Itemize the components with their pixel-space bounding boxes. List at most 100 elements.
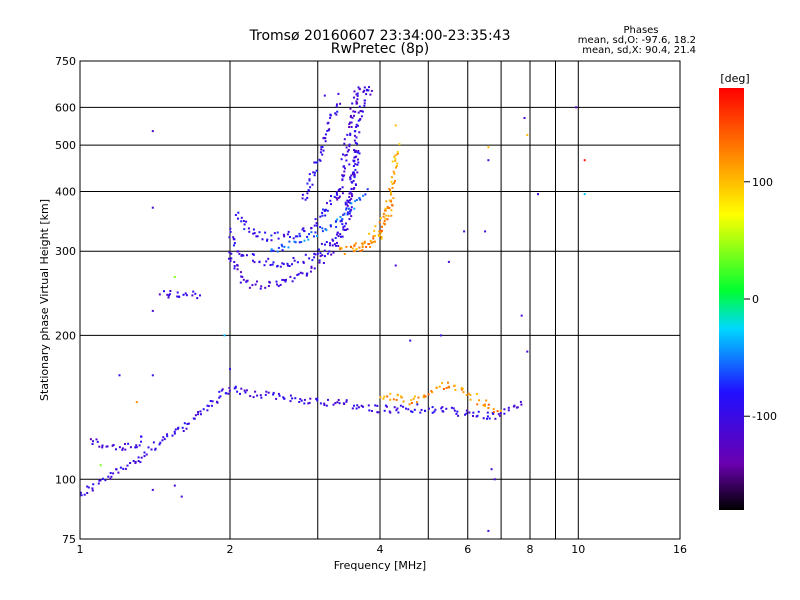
data-point: [355, 155, 358, 158]
x-tick-label: 4: [377, 543, 384, 556]
data-point: [348, 192, 351, 195]
data-point: [325, 229, 328, 232]
data-point: [321, 214, 324, 217]
y-tick-label: 300: [55, 245, 76, 258]
data-point: [234, 214, 237, 216]
data-point: [355, 184, 357, 186]
data-point: [441, 406, 444, 409]
data-point: [353, 139, 356, 142]
data-point: [219, 395, 222, 398]
data-point: [348, 126, 351, 128]
data-point: [300, 241, 303, 243]
data-point: [350, 115, 352, 117]
data-point: [389, 398, 392, 401]
data-point: [191, 294, 194, 297]
data-point: [353, 96, 355, 99]
data-point: [134, 461, 137, 463]
data-point: [359, 110, 362, 113]
data-point: [134, 446, 137, 449]
data-point: [264, 393, 267, 396]
data-point: [475, 393, 478, 395]
data-point: [166, 293, 169, 296]
data-point: [324, 243, 326, 246]
data-point: [339, 248, 342, 250]
data-point: [245, 389, 248, 392]
data-point: [261, 238, 264, 241]
data-point: [228, 386, 231, 389]
data-point: [385, 214, 388, 217]
data-point: [240, 220, 243, 223]
data-point: [305, 274, 308, 277]
data-point: [315, 222, 318, 225]
data-point: [365, 246, 368, 248]
data-point: [343, 213, 346, 216]
data-point: [472, 415, 474, 417]
data-point: [339, 235, 342, 238]
y-tick-label: 750: [55, 55, 76, 68]
data-point: [385, 200, 388, 203]
data-point: [246, 254, 248, 257]
data-point: [229, 259, 232, 262]
data-point: [303, 402, 306, 405]
data-point: [475, 415, 478, 418]
data-point: [364, 193, 367, 196]
data-point: [161, 439, 164, 442]
data-point: [320, 242, 323, 245]
data-point: [350, 192, 353, 195]
data-point: [363, 89, 366, 92]
data-point: [377, 233, 380, 236]
colorbar-tick-label: 100: [752, 176, 773, 189]
data-point: [410, 410, 413, 413]
data-point: [326, 209, 329, 212]
data-point: [456, 410, 459, 413]
data-point: [158, 293, 161, 296]
data-point: [374, 240, 376, 243]
data-point: [301, 272, 304, 275]
data-point: [396, 162, 399, 165]
data-point: [353, 174, 356, 177]
data-point: [321, 153, 324, 156]
data-point: [293, 259, 296, 262]
data-point: [526, 350, 529, 353]
data-point: [143, 455, 146, 458]
x-axis-label: Frequency [MHz]: [334, 559, 426, 572]
data-point: [323, 210, 326, 212]
data-point: [300, 399, 303, 402]
data-point: [151, 309, 154, 312]
data-point: [301, 193, 304, 196]
data-point: [256, 235, 259, 238]
data-point: [394, 154, 397, 157]
data-point: [151, 374, 154, 377]
data-point: [245, 280, 248, 283]
data-point: [291, 263, 293, 266]
data-point: [454, 389, 457, 391]
data-point: [499, 414, 501, 417]
data-point: [402, 400, 405, 403]
data-point: [272, 261, 275, 264]
y-tick-label: 100: [55, 473, 76, 486]
data-point: [272, 249, 275, 252]
data-point: [101, 446, 104, 449]
data-point: [269, 264, 272, 266]
data-point: [281, 262, 284, 265]
data-point: [304, 198, 307, 201]
data-point: [442, 388, 445, 390]
data-point: [166, 435, 169, 438]
data-point: [218, 396, 221, 399]
data-point: [242, 254, 245, 257]
data-point: [464, 413, 466, 416]
data-point: [281, 245, 284, 248]
data-point: [377, 411, 380, 414]
data-point: [345, 400, 348, 403]
data-point: [79, 491, 82, 494]
data-point: [356, 94, 359, 97]
data-point: [286, 264, 289, 267]
data-point: [487, 146, 490, 149]
data-point: [319, 252, 322, 255]
data-point: [281, 249, 284, 252]
data-point: [343, 142, 346, 145]
data-point: [275, 397, 278, 400]
data-point: [378, 221, 381, 224]
data-point: [352, 165, 355, 167]
data-point: [356, 98, 359, 101]
